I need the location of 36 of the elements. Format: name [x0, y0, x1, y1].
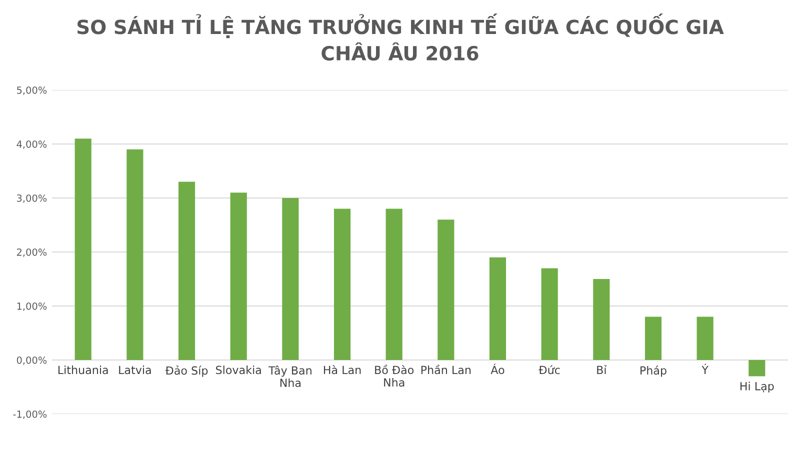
x-tick-label: Hi Lạp: [740, 382, 774, 393]
chart-title: SO SÁNH TỈ LỆ TĂNG TRƯỞNG KINH TẾ GIỮA CÁC QUỐC GIA CHÂU ÂU 2016: [77, 14, 724, 61]
x-tick-label: Lithuania: [58, 366, 108, 374]
y-tick-label: 2,00%: [16, 248, 47, 257]
bar: [334, 208, 351, 360]
bar: [282, 198, 299, 360]
y-tick-label: -1,00%: [13, 410, 47, 419]
y-tick-label: 1,00%: [17, 302, 47, 311]
bar: [748, 360, 766, 376]
x-tick-label: Bồ Đào Nha: [375, 364, 414, 387]
x-tick-label: Áo: [490, 364, 504, 374]
x-tick-label: Pháp: [640, 366, 666, 377]
bar: [438, 220, 454, 360]
x-tick-label: Ý: [702, 364, 708, 374]
x-tick-label: Phần Lan: [421, 364, 471, 374]
y-tick-label: 3,00%: [16, 194, 47, 203]
x-tick-label: Tây Ban Nha: [268, 366, 312, 388]
bar: [489, 257, 506, 360]
y-tick-label: 0,00%: [16, 356, 47, 365]
y-tick-label: 4,00%: [16, 140, 47, 149]
bar: [541, 268, 558, 360]
x-tick-label: Đảo Síp: [165, 366, 208, 377]
bar: [593, 279, 610, 360]
bar: [74, 138, 92, 360]
x-tick-label: Bỉ: [597, 365, 606, 374]
x-tick-label: Hà Lan: [324, 365, 361, 374]
bar: [644, 316, 662, 360]
bar: [696, 316, 714, 360]
bar: [230, 192, 247, 360]
x-tick-label: Latvia: [119, 366, 151, 374]
bar: [178, 182, 196, 360]
y-tick-label: 5,00%: [17, 86, 47, 95]
bar: [126, 149, 144, 360]
x-tick-label: Đức: [538, 365, 560, 374]
x-tick-label: Slovakia: [216, 366, 261, 374]
bar: [386, 208, 402, 360]
